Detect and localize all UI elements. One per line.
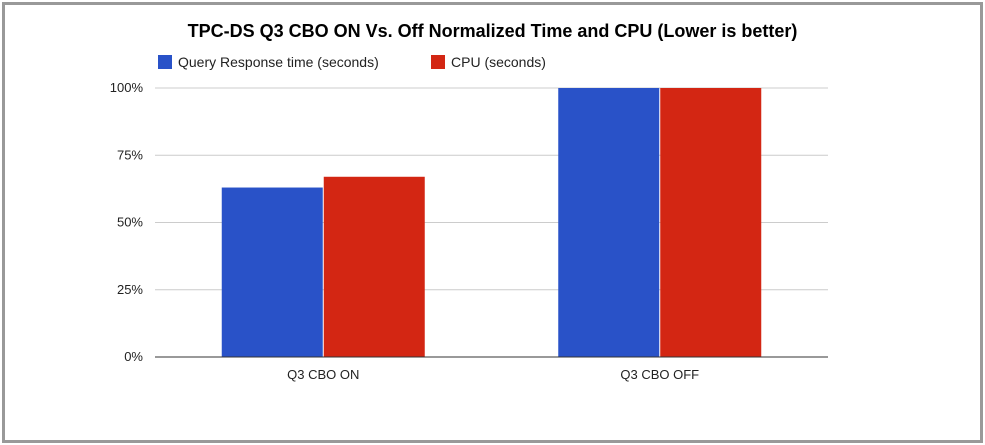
legend-item-query-response: Query Response time (seconds) (158, 52, 379, 72)
bar-query-response-cbo-off (558, 88, 660, 357)
y-tick-label: 100% (110, 80, 144, 95)
bar-cpu-cbo-on (323, 176, 425, 357)
chart-legend: Query Response time (seconds) CPU (secon… (0, 52, 985, 72)
y-axis-tick-labels: 0% 25% 50% 75% 100% (110, 80, 144, 364)
y-tick-label: 0% (124, 349, 143, 364)
legend-label-cpu: CPU (seconds) (451, 54, 546, 70)
chart-title: TPC-DS Q3 CBO ON Vs. Off Normalized Time… (187, 21, 798, 41)
legend-swatch-query-response (158, 55, 172, 69)
y-tick-label: 25% (117, 282, 143, 297)
legend-label-query-response: Query Response time (seconds) (178, 54, 379, 70)
x-axis-tick-labels: Q3 CBO ON Q3 CBO OFF (287, 367, 699, 382)
legend-swatch-cpu (431, 55, 445, 69)
y-tick-label: 75% (117, 147, 143, 162)
x-tick-label: Q3 CBO ON (287, 367, 359, 382)
y-tick-label: 50% (117, 215, 143, 230)
bar-query-response-cbo-on (221, 187, 323, 357)
bar-cpu-cbo-off (660, 88, 762, 357)
bars (221, 88, 762, 357)
x-tick-label: Q3 CBO OFF (620, 367, 699, 382)
legend-item-cpu: CPU (seconds) (431, 52, 546, 72)
